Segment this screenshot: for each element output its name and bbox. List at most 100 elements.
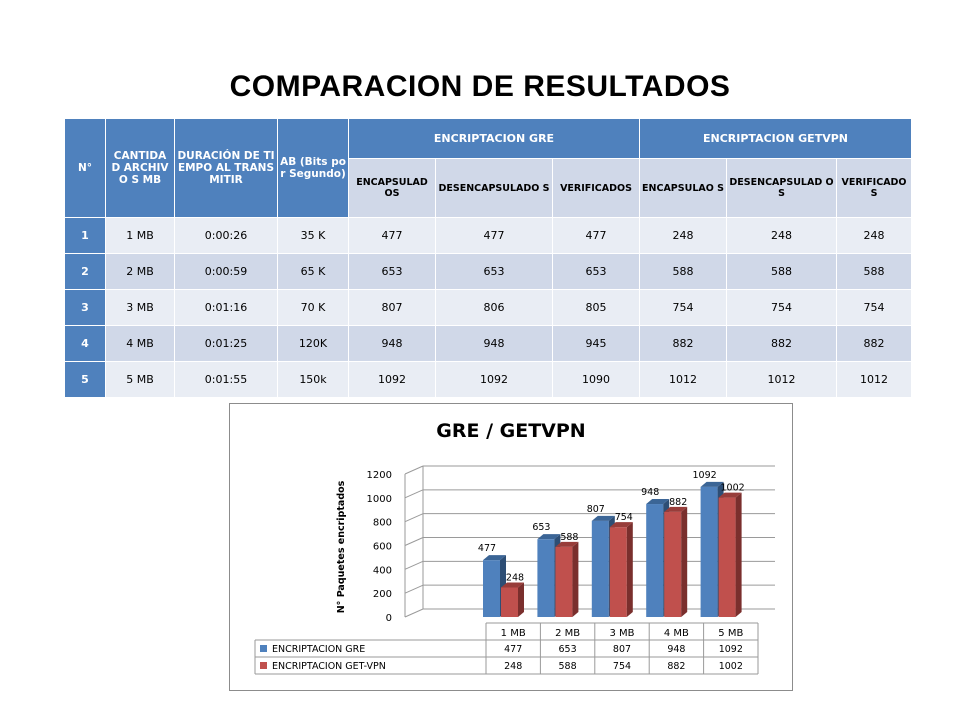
table-cell: 248 bbox=[726, 217, 837, 254]
bar bbox=[591, 520, 609, 617]
table-cell: 588 bbox=[639, 253, 727, 290]
data-table-value: 807 bbox=[613, 644, 631, 655]
legend-label: ENCRIPTACION GRE bbox=[272, 644, 365, 655]
y-tick-label: 0 bbox=[386, 613, 392, 624]
table-cell: 1092 bbox=[435, 361, 553, 398]
header-ab: AB (Bits por Segundo) bbox=[277, 118, 349, 218]
header-getvpn-desencapsulados: DESENCAPSULAD OS bbox=[726, 158, 837, 218]
x-tick-label: 2 MB bbox=[555, 628, 580, 639]
bar-side bbox=[572, 541, 579, 617]
grid-line-diag bbox=[404, 560, 424, 570]
table-cell: 4 bbox=[64, 325, 106, 362]
bar bbox=[483, 560, 500, 617]
data-table-value: 882 bbox=[667, 661, 685, 672]
data-table-value: 754 bbox=[613, 661, 631, 672]
table-cell: 882 bbox=[726, 325, 837, 362]
grid-line-diag bbox=[404, 513, 424, 523]
chart-frame: GRE / GETVPN 0 200 400 600 800 1000 1200 N° Paqu… bbox=[229, 403, 793, 691]
grid-line-diag bbox=[404, 489, 424, 499]
table-cell: 948 bbox=[435, 325, 553, 362]
legend-swatch bbox=[260, 645, 267, 652]
header-gre-desencapsulados: DESENCAPSULADO S bbox=[435, 158, 553, 218]
table-cell: 1090 bbox=[552, 361, 640, 398]
x-tick-label: 1 MB bbox=[501, 628, 526, 639]
header-gre: ENCRIPTACION GRE bbox=[348, 118, 640, 159]
table-cell: 0:01:55 bbox=[174, 361, 278, 398]
bar-top bbox=[483, 555, 506, 561]
y-axis-label: N° Paquetes encriptados bbox=[336, 480, 347, 613]
data-table-value: 948 bbox=[667, 644, 685, 655]
table-cell: 3 bbox=[64, 289, 106, 326]
table-cell: 248 bbox=[639, 217, 727, 254]
bar-top bbox=[646, 499, 670, 505]
table-cell: 248 bbox=[835, 217, 913, 254]
table-cell: 150k bbox=[277, 361, 349, 398]
table-cell: 805 bbox=[552, 289, 640, 326]
data-label: 754 bbox=[615, 512, 633, 523]
bar-top bbox=[700, 481, 724, 487]
y-tick-label: 200 bbox=[373, 589, 392, 600]
table-cell: 4 MB bbox=[105, 325, 175, 362]
grid-line-diag bbox=[404, 584, 424, 594]
table-cell: 806 bbox=[435, 289, 553, 326]
bar-side bbox=[681, 506, 688, 617]
table-cell: 0:00:26 bbox=[174, 217, 278, 254]
x-tick-label: 3 MB bbox=[609, 628, 634, 639]
table-cell: 945 bbox=[552, 325, 640, 362]
bar-top bbox=[537, 534, 561, 540]
bar bbox=[700, 486, 718, 617]
bar-chart: GRE / GETVPN 0 200 400 600 800 1000 1200 N° Paqu… bbox=[254, 420, 775, 675]
data-label: 948 bbox=[641, 487, 659, 498]
table-cell: 3 MB bbox=[105, 289, 175, 326]
bar-top bbox=[501, 582, 524, 588]
data-label: 653 bbox=[532, 522, 550, 533]
bar bbox=[664, 511, 682, 617]
data-label: 1092 bbox=[693, 470, 717, 481]
data-table-value: 588 bbox=[559, 661, 577, 672]
table-cell: 1012 bbox=[726, 361, 837, 398]
bar-side bbox=[735, 492, 742, 617]
header-num: N° bbox=[64, 118, 106, 218]
table-cell: 0:00:59 bbox=[174, 253, 278, 290]
y-tick-label: 800 bbox=[373, 518, 392, 529]
data-label: 248 bbox=[506, 572, 524, 583]
table-cell: 588 bbox=[726, 253, 837, 290]
data-table-value: 248 bbox=[504, 661, 522, 672]
bar-top bbox=[664, 506, 688, 512]
table-cell: 70 K bbox=[277, 289, 349, 326]
table-cell: 477 bbox=[552, 217, 640, 254]
header-gre-encapsulados: ENCAPSULAD OS bbox=[348, 158, 436, 218]
data-table-value: 1002 bbox=[719, 661, 743, 672]
table-cell: 588 bbox=[835, 253, 913, 290]
table-cell: 2 MB bbox=[105, 253, 175, 290]
data-label: 588 bbox=[560, 532, 578, 543]
header-duration: DURACIÓN DE TIEMPO AL TRANSMITIR bbox=[174, 118, 278, 218]
table-cell: 948 bbox=[348, 325, 436, 362]
bar-top bbox=[609, 522, 633, 528]
grid-line-diag bbox=[404, 608, 424, 618]
table-cell: 120K bbox=[277, 325, 349, 362]
table-cell: 5 MB bbox=[105, 361, 175, 398]
data-label: 882 bbox=[669, 497, 687, 508]
header-gre-verificados: VERIFICADOS bbox=[552, 158, 640, 218]
table-cell: 5 bbox=[64, 361, 106, 398]
table-cell: 882 bbox=[835, 325, 913, 362]
table-cell: 653 bbox=[552, 253, 640, 290]
bar-top bbox=[555, 541, 579, 547]
bar bbox=[646, 504, 664, 617]
bar bbox=[555, 546, 573, 617]
table-cell: 0:01:16 bbox=[174, 289, 278, 326]
table-cell: 35 K bbox=[277, 217, 349, 254]
table-cell: 1 bbox=[64, 217, 106, 254]
bar-side bbox=[518, 582, 524, 617]
table-cell: 2 bbox=[64, 253, 106, 290]
grid-line-diag bbox=[404, 537, 424, 546]
grid-line-diag bbox=[404, 465, 424, 475]
table-cell: 1092 bbox=[348, 361, 436, 398]
bar bbox=[718, 497, 736, 617]
table-cell: 477 bbox=[435, 217, 553, 254]
